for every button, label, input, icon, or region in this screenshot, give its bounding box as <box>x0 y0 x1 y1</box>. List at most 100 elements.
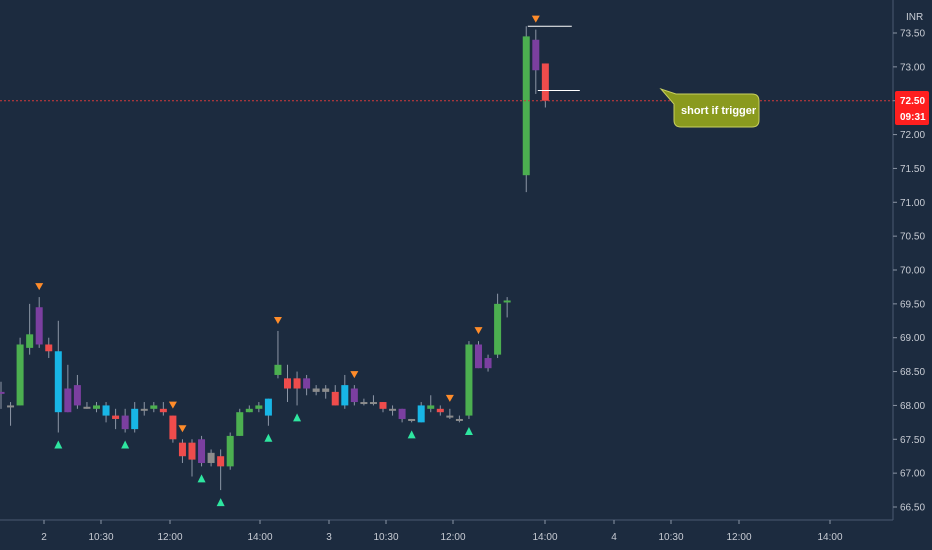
time-tick-label: 12:00 <box>726 532 751 543</box>
candle-body[interactable] <box>494 303 502 355</box>
sell-signal-arrow <box>445 394 454 402</box>
candle-body[interactable] <box>140 408 148 411</box>
candle-body[interactable] <box>150 405 158 409</box>
candle-body[interactable] <box>7 405 15 408</box>
candle-body[interactable] <box>45 344 53 352</box>
price-tick-label: 67.00 <box>900 469 925 480</box>
candle-body[interactable] <box>503 300 511 303</box>
candle-body[interactable] <box>379 402 387 409</box>
buy-signal-arrow <box>264 433 273 442</box>
candle-body[interactable] <box>532 39 540 71</box>
candle-body[interactable] <box>226 435 234 467</box>
time-axis[interactable]: 2 10:30 12:00 14:00 3 10:30 12:00 14:00 4 10:30 12… <box>41 520 843 543</box>
candle-body[interactable] <box>293 378 301 389</box>
candle-body[interactable] <box>427 405 435 409</box>
candle-body[interactable] <box>112 415 120 419</box>
sell-signal-arrow <box>178 425 187 433</box>
candle-body[interactable] <box>178 442 186 457</box>
candle-body[interactable] <box>64 388 72 413</box>
candle-body[interactable] <box>322 388 330 392</box>
buy-signal-arrow <box>464 426 473 435</box>
price-tick-label: 70.00 <box>900 266 925 277</box>
candle-body[interactable] <box>389 408 397 411</box>
candle-body[interactable] <box>274 364 282 375</box>
candle-body[interactable] <box>159 408 167 413</box>
time-tick-label: 2 <box>41 532 47 543</box>
price-tick-label: 69.00 <box>900 333 925 344</box>
candle-body[interactable] <box>360 402 368 405</box>
time-tick-label: 10:30 <box>658 532 683 543</box>
candle-body[interactable] <box>198 439 206 463</box>
buy-signal-arrow <box>121 440 130 449</box>
price-tick-label: 69.50 <box>900 299 925 310</box>
candle-body[interactable] <box>331 391 339 406</box>
sell-signal-arrow <box>350 371 359 379</box>
candle-body[interactable] <box>408 418 416 421</box>
candle-body[interactable] <box>541 63 549 101</box>
candle-body[interactable] <box>121 415 129 430</box>
candle-body[interactable] <box>475 344 482 369</box>
candle-body[interactable] <box>26 334 34 348</box>
candle-body[interactable] <box>522 36 530 176</box>
callout-text: short if trigger <box>681 105 757 117</box>
sell-signal-arrow <box>168 401 177 409</box>
candle-body[interactable] <box>188 442 196 460</box>
callout-annotation[interactable]: short if trigger <box>659 87 760 128</box>
candle-body[interactable] <box>169 415 177 440</box>
candle-body[interactable] <box>455 418 463 421</box>
candle-body[interactable] <box>369 402 377 405</box>
candle-body[interactable] <box>350 388 358 403</box>
candle-body[interactable] <box>16 344 24 406</box>
buy-signal-arrow <box>216 498 225 507</box>
candle-body[interactable] <box>131 408 139 430</box>
candle-body[interactable] <box>245 408 253 413</box>
candle-body[interactable] <box>446 415 454 418</box>
candle-body[interactable] <box>264 398 272 416</box>
candle-body[interactable] <box>93 405 100 409</box>
candle-body[interactable] <box>35 307 43 345</box>
candle-body[interactable] <box>217 456 225 467</box>
buy-signal-arrow <box>293 413 302 422</box>
price-badge-background <box>895 91 929 125</box>
candle-body[interactable] <box>341 385 349 406</box>
candle-body[interactable] <box>484 358 492 369</box>
candle-body[interactable] <box>303 378 311 389</box>
currency-label: INR <box>906 12 923 23</box>
price-badge: 72.50 09:31 <box>895 91 929 125</box>
time-tick-label: 12:00 <box>157 532 182 543</box>
price-tick-label: 70.50 <box>900 232 925 243</box>
candle-body[interactable] <box>236 412 244 436</box>
candle-body[interactable] <box>417 405 425 423</box>
sell-signal-arrow <box>531 15 540 23</box>
candle-body[interactable] <box>54 351 62 413</box>
candle-body[interactable] <box>255 405 263 409</box>
candle-body[interactable] <box>102 405 110 416</box>
candle-body[interactable] <box>436 408 444 413</box>
buy-signal-arrow <box>54 440 63 449</box>
candle-body[interactable] <box>73 385 81 406</box>
candle-body[interactable] <box>83 406 91 409</box>
candle-body[interactable] <box>207 452 215 463</box>
price-tick-label: 71.50 <box>900 164 925 175</box>
time-tick-label: 14:00 <box>817 532 842 543</box>
price-tick-label: 73.50 <box>900 29 925 40</box>
candle-body[interactable] <box>284 378 291 389</box>
price-tick-label: 66.50 <box>900 503 925 514</box>
price-badge-countdown: 09:31 <box>900 112 926 123</box>
buy-signal-arrow <box>407 430 416 439</box>
time-tick-label: 10:30 <box>88 532 113 543</box>
time-tick-label: 10:30 <box>373 532 398 543</box>
sell-signal-arrow <box>474 327 483 335</box>
sell-signal-arrow <box>273 316 282 324</box>
price-axis[interactable]: 73.50 73.00 72.50 72.00 71.50 71.00 70.50 70.00… <box>893 29 925 514</box>
signals-layer <box>35 15 540 507</box>
candle-body[interactable] <box>312 388 320 392</box>
time-tick-label: 12:00 <box>440 532 465 543</box>
time-tick-label: 14:00 <box>532 532 557 543</box>
candle-body[interactable] <box>398 408 406 419</box>
candle-body[interactable] <box>465 344 473 416</box>
candle-body[interactable] <box>0 391 5 394</box>
